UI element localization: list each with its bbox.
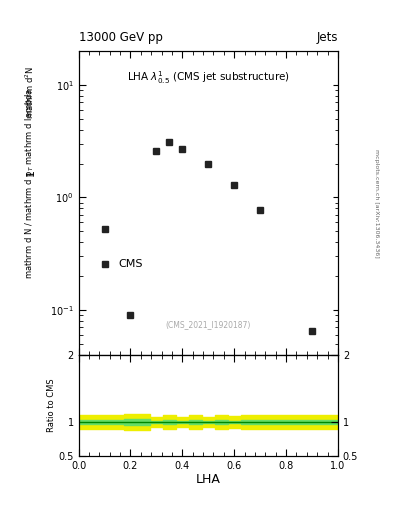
Text: mathrm d$^2$N: mathrm d$^2$N: [23, 67, 35, 119]
Text: 13000 GeV pp: 13000 GeV pp: [79, 31, 162, 44]
Y-axis label: Ratio to CMS: Ratio to CMS: [47, 378, 55, 432]
Text: 1: 1: [26, 169, 36, 176]
Text: mcplots.cern.ch [arXiv:1306.3436]: mcplots.cern.ch [arXiv:1306.3436]: [375, 148, 379, 257]
Text: mathrm d N / mathrm d p$_T$ mathrm d lambda: mathrm d N / mathrm d p$_T$ mathrm d lam…: [23, 88, 36, 279]
Text: Jets: Jets: [316, 31, 338, 44]
Text: LHA $\lambda^{1}_{0.5}$ (CMS jet substructure): LHA $\lambda^{1}_{0.5}$ (CMS jet substru…: [127, 70, 290, 86]
X-axis label: LHA: LHA: [196, 473, 221, 486]
Text: (CMS_2021_I1920187): (CMS_2021_I1920187): [165, 319, 251, 329]
Text: CMS: CMS: [119, 259, 143, 269]
